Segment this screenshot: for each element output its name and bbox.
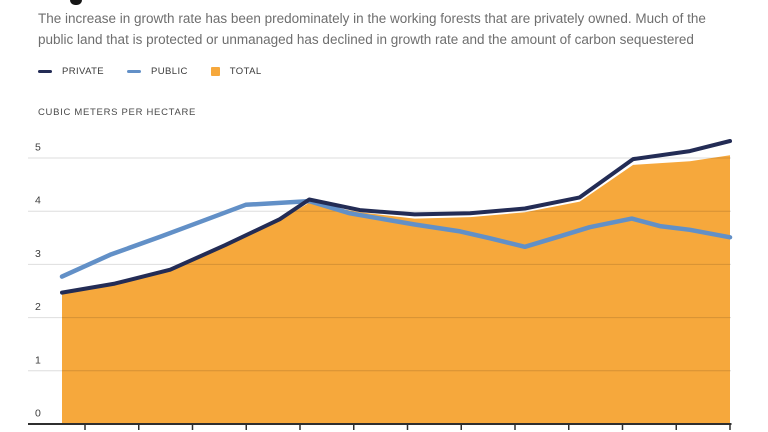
legend-label-public: PUBLIC [151,66,188,77]
y-tick-label-5: 5 [35,142,41,154]
y-tick-label-2: 2 [35,301,41,313]
total-area-swatch-icon [210,67,220,76]
series-area-total [62,155,730,425]
chart-subtitle: The increase in growth rate has been pre… [38,8,750,50]
subtitle-line-2: public land that is protected or unmanag… [38,32,694,47]
y-tick-label-3: 3 [35,248,41,260]
y-axis-unit-label: CUBIC METERS PER HECTARE [38,107,197,118]
series-line-private [60,139,732,295]
legend-item-public: PUBLIC [127,66,188,77]
y-tick-label-4: 4 [35,195,41,207]
y-tick-label-0: 0 [35,408,41,420]
subtitle-line-1: The increase in growth rate has been pre… [38,11,706,26]
legend-label-total: TOTAL [229,66,262,77]
private-line-swatch-icon [38,69,52,74]
series-line-public [59,198,733,279]
legend-item-total: TOTAL [210,66,262,77]
chart-legend: PRIVATE PUBLIC TOTAL [38,66,262,77]
y-tick-label-1: 1 [35,354,41,366]
clipped-title-glyph [70,0,82,5]
legend-item-private: PRIVATE [38,66,104,77]
public-line-swatch-icon [127,69,142,74]
legend-label-private: PRIVATE [62,66,105,77]
forest-growth-area-chart: 0 1 2 3 4 5 [28,139,733,430]
